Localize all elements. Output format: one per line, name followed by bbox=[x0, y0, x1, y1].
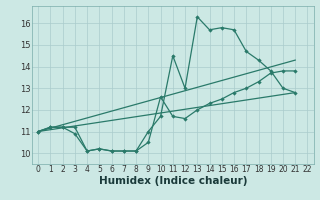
X-axis label: Humidex (Indice chaleur): Humidex (Indice chaleur) bbox=[99, 176, 247, 186]
